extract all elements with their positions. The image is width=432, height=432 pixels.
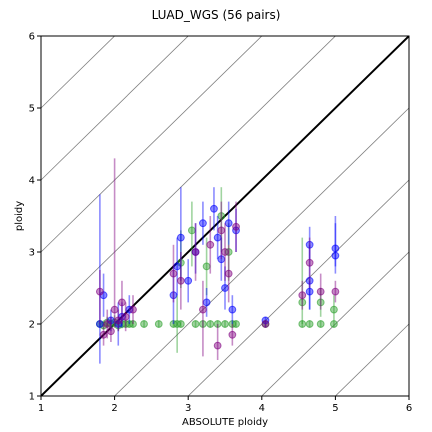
point-0-20 [206, 320, 215, 328]
point-2-13 [206, 240, 215, 249]
point-1-7 [173, 262, 182, 271]
x-tick-label-2: 3 [185, 403, 191, 414]
point-2-11 [191, 248, 200, 256]
point-0-9 [129, 320, 137, 328]
point-0-30 [305, 320, 314, 328]
offset-line-5 [41, 36, 263, 253]
point-0-26 [232, 320, 240, 328]
point-1-14 [213, 233, 222, 242]
series-1 [95, 187, 340, 364]
point-1-23 [305, 287, 314, 296]
data-points [95, 158, 340, 364]
y-tick-label-5: 6 [29, 32, 35, 43]
point-2-14 [213, 341, 222, 350]
point-2-7 [121, 312, 130, 321]
point-1-13 [210, 204, 218, 213]
point-2-20 [261, 320, 270, 328]
point-0-22 [217, 212, 226, 220]
x-tick-label-4: 5 [332, 403, 338, 414]
point-2-9 [169, 269, 178, 278]
offset-line-1 [261, 251, 409, 396]
y-tick-label-2: 3 [29, 248, 35, 259]
point-2-10 [176, 276, 185, 285]
point-0-21 [213, 320, 222, 328]
point-0-10 [140, 320, 148, 328]
x-tick-label-1: 2 [111, 403, 117, 414]
y-tick-label-0: 1 [29, 392, 35, 403]
point-2-3 [107, 327, 115, 336]
point-2-19 [232, 222, 240, 231]
point-0-33 [330, 320, 338, 328]
y-axis-label: ploidy [14, 201, 25, 231]
x-tick-label-0: 1 [38, 403, 44, 414]
point-2-0 [95, 287, 104, 296]
point-2-8 [129, 305, 137, 314]
point-2-16 [221, 248, 229, 256]
point-2-1 [99, 330, 108, 339]
point-2-22 [305, 258, 314, 267]
point-0-18 [199, 320, 207, 328]
point-2-12 [199, 305, 207, 314]
point-0-16 [187, 226, 196, 235]
point-2-18 [228, 330, 237, 339]
point-0-28 [298, 320, 307, 328]
x-axis-label: ABSOLUTE ploidy [182, 417, 268, 428]
y-tick-label-4: 5 [29, 104, 35, 115]
x-tick-label-5: 6 [406, 403, 412, 414]
point-1-12 [202, 298, 211, 307]
point-0-34 [330, 305, 338, 314]
point-0-31 [316, 320, 325, 328]
chart-title: LUAD_WGS (56 pairs) [152, 8, 281, 22]
point-1-16 [221, 284, 229, 292]
point-2-2 [103, 320, 112, 328]
y-tick-label-1: 2 [29, 320, 35, 331]
offset-line-0 [334, 323, 409, 396]
point-1-21 [305, 276, 314, 285]
point-2-21 [298, 291, 307, 300]
point-1-9 [184, 276, 193, 285]
offset-line-4 [41, 36, 336, 325]
point-1-11 [199, 219, 207, 228]
point-1-0 [95, 320, 104, 328]
series-2 [95, 158, 340, 360]
point-2-5 [114, 316, 123, 325]
plot-frame [40, 35, 410, 397]
offset-line-7 [41, 36, 116, 109]
y-axis: 1 2 3 4 5 6 [29, 32, 41, 403]
point-0-14 [176, 320, 185, 328]
point-2-17 [224, 269, 233, 278]
x-tick-label-3: 4 [259, 403, 265, 414]
point-0-32 [316, 298, 325, 307]
y-tick-label-3: 4 [29, 176, 35, 187]
point-0-11 [154, 320, 163, 328]
point-1-22 [305, 240, 314, 249]
x-axis: 1 2 3 4 5 6 [38, 396, 412, 414]
point-2-6 [118, 298, 126, 307]
point-0-23 [221, 320, 229, 328]
point-1-25 [331, 244, 340, 253]
point-1-15 [217, 255, 226, 264]
point-1-18 [228, 305, 237, 314]
point-1-8 [176, 233, 185, 242]
offset-line-6 [41, 36, 189, 181]
point-0-17 [191, 320, 200, 328]
point-2-4 [110, 305, 119, 314]
point-2-24 [331, 287, 340, 296]
point-2-23 [316, 287, 325, 296]
point-2-15 [217, 226, 226, 235]
point-0-19 [202, 262, 211, 271]
point-1-17 [224, 219, 233, 228]
point-1-6 [169, 291, 178, 300]
offset-line-2 [187, 179, 409, 396]
offset-line-3 [114, 107, 409, 396]
